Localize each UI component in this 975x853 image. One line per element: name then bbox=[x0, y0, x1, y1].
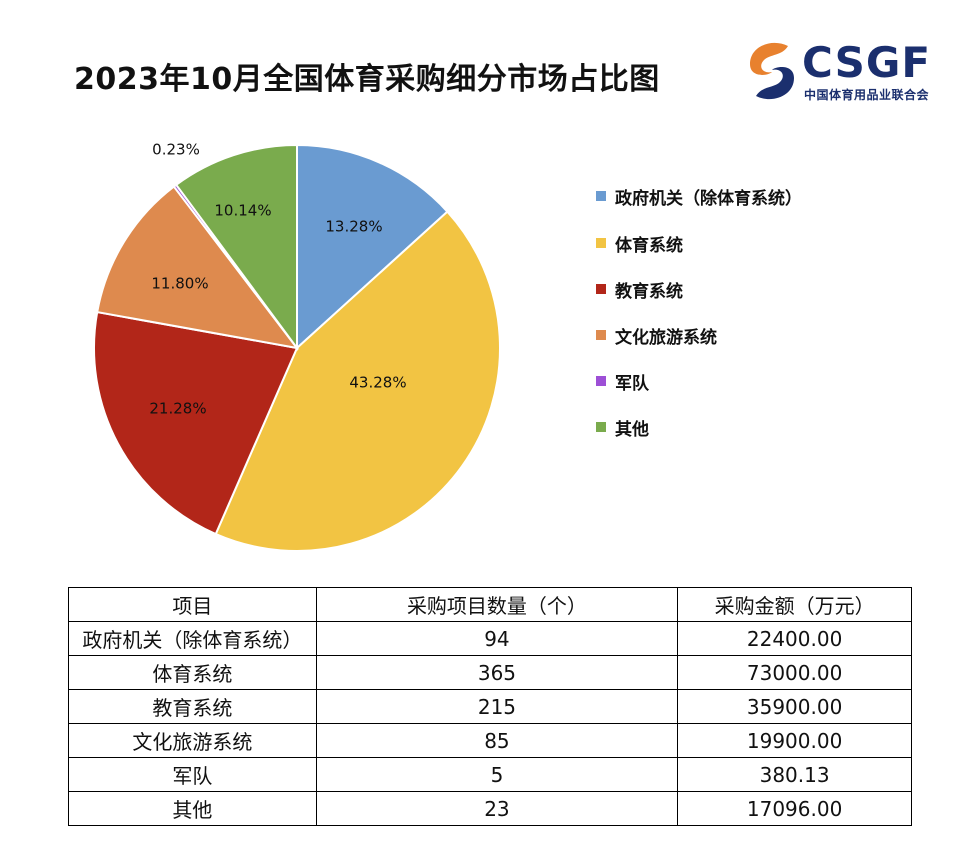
table-cell: 17096.00 bbox=[677, 791, 912, 826]
legend-swatch bbox=[596, 330, 606, 340]
legend-item: 教育系统 bbox=[596, 277, 683, 302]
table-cell: 5 bbox=[315, 757, 679, 792]
legend-item: 文化旅游系统 bbox=[596, 323, 717, 348]
table-row: 军队 5 380.13 bbox=[68, 757, 912, 792]
table-cell: 35900.00 bbox=[677, 689, 912, 724]
table-row: 文化旅游系统 85 19900.00 bbox=[68, 723, 912, 758]
csgf-emblem-icon bbox=[750, 42, 794, 100]
legend-item: 体育系统 bbox=[596, 231, 683, 256]
table-header-cell: 采购项目数量（个） bbox=[315, 587, 679, 622]
table-cell: 22400.00 bbox=[677, 621, 912, 656]
pie-slice bbox=[214, 210, 501, 552]
pie-slice bbox=[296, 143, 449, 351]
table-row: 教育系统 215 35900.00 bbox=[68, 689, 912, 724]
table-cell: 其他 bbox=[68, 791, 317, 826]
table-cell: 文化旅游系统 bbox=[68, 723, 317, 758]
legend-swatch bbox=[596, 238, 606, 248]
table-row: 体育系统 365 73000.00 bbox=[68, 655, 912, 690]
legend-item: 其他 bbox=[596, 415, 649, 440]
table-cell: 94 bbox=[315, 621, 679, 656]
pie-data-label: 11.80% bbox=[151, 275, 208, 293]
table-header-cell: 项目 bbox=[68, 587, 317, 622]
csgf-logo: CSGF 中国体育用品业联合会 bbox=[742, 36, 952, 106]
legend-label: 其他 bbox=[615, 419, 649, 440]
table-cell: 215 bbox=[315, 689, 679, 724]
table-cell: 23 bbox=[315, 791, 679, 826]
legend-label: 体育系统 bbox=[615, 235, 683, 256]
pie-chart: 13.28% 43.28% 21.28% 11.80% 0.23% 10.14% bbox=[93, 141, 501, 552]
table-cell: 体育系统 bbox=[68, 655, 317, 690]
legend-label: 军队 bbox=[615, 373, 649, 394]
table-cell: 教育系统 bbox=[68, 689, 317, 724]
table-cell: 军队 bbox=[68, 757, 317, 792]
logo-name: CSGF bbox=[802, 38, 932, 87]
pie-slice bbox=[96, 185, 300, 350]
table-cell: 380.13 bbox=[677, 757, 912, 792]
legend-label: 教育系统 bbox=[615, 281, 683, 302]
legend-swatch bbox=[596, 422, 606, 432]
legend-label: 文化旅游系统 bbox=[615, 327, 717, 348]
chart-title: 2023年10月全国体育采购细分市场占比图 bbox=[74, 62, 660, 97]
table-row: 其他 23 17096.00 bbox=[68, 791, 912, 826]
table-header-row: 项目 采购项目数量（个） 采购金额（万元） bbox=[68, 587, 912, 622]
table-header-cell: 采购金额（万元） bbox=[677, 587, 912, 622]
logo-subtitle: 中国体育用品业联合会 bbox=[804, 88, 930, 102]
table-cell: 85 bbox=[315, 723, 679, 758]
table-cell: 365 bbox=[315, 655, 679, 690]
pie-data-label: 43.28% bbox=[349, 374, 406, 392]
pie-slice bbox=[93, 310, 299, 536]
pie-slice bbox=[174, 143, 298, 352]
legend-swatch bbox=[596, 376, 606, 386]
data-table: 项目 采购项目数量（个） 采购金额（万元） 政府机关（除体育系统） 94 224… bbox=[68, 587, 912, 826]
legend-item: 政府机关（除体育系统） bbox=[596, 184, 802, 209]
table-cell: 19900.00 bbox=[677, 723, 912, 758]
table-cell: 73000.00 bbox=[677, 655, 912, 690]
legend-item: 军队 bbox=[596, 369, 649, 394]
legend-swatch bbox=[596, 191, 606, 201]
table-cell: 政府机关（除体育系统） bbox=[68, 621, 317, 656]
pie-data-label: 10.14% bbox=[214, 202, 271, 220]
pie-data-label: 0.23% bbox=[152, 141, 200, 159]
table-row: 政府机关（除体育系统） 94 22400.00 bbox=[68, 621, 912, 656]
pie-data-label: 13.28% bbox=[325, 218, 382, 236]
legend-swatch bbox=[596, 284, 606, 294]
pie-data-label: 21.28% bbox=[149, 400, 206, 418]
legend-label: 政府机关（除体育系统） bbox=[615, 188, 802, 209]
